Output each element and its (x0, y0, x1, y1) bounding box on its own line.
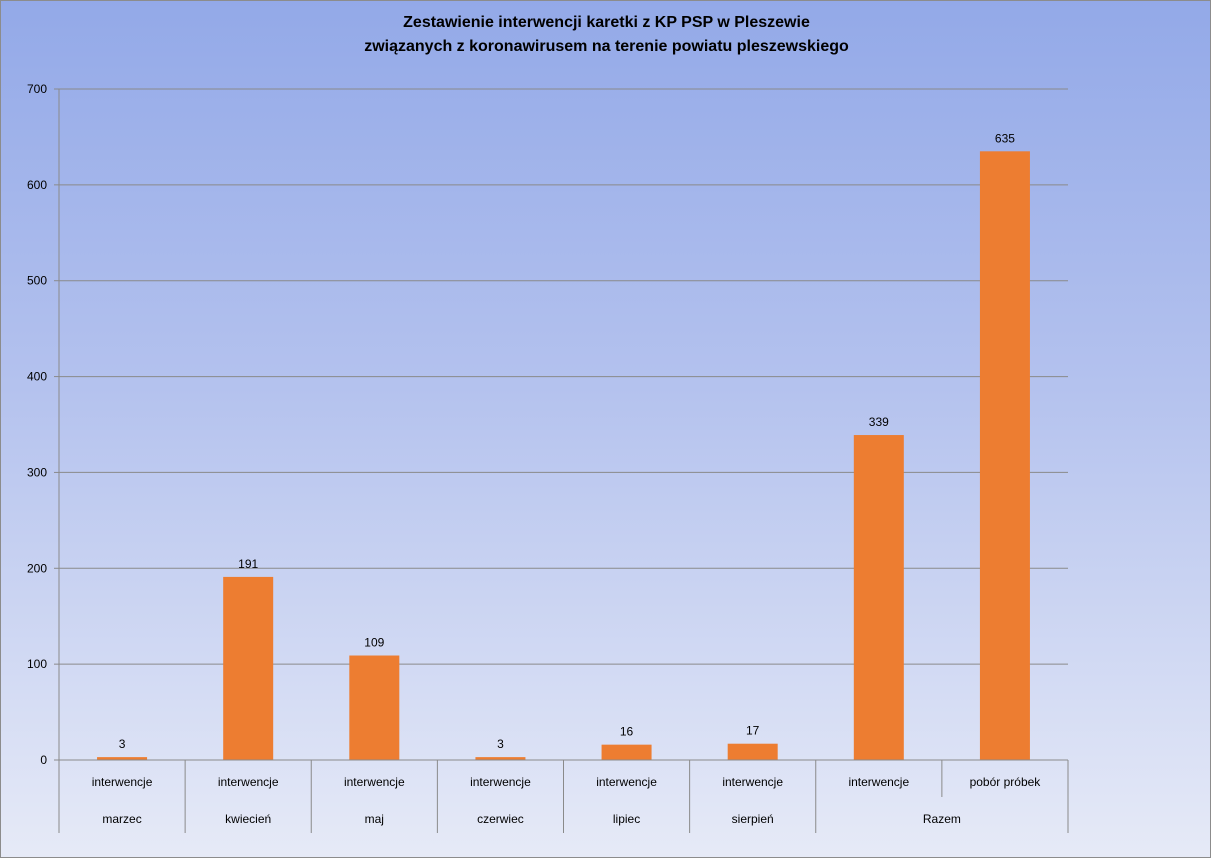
data-label: 3 (497, 737, 504, 751)
bar (727, 743, 778, 760)
chart-title-line-2: związanych z koronawirusem na terenie po… (364, 38, 849, 55)
group-label: maj (365, 812, 384, 826)
category-label: interwencje (218, 775, 279, 789)
y-tick-label: 300 (27, 465, 47, 479)
data-label: 3 (119, 737, 126, 751)
data-label: 109 (364, 636, 384, 650)
group-label: Razem (923, 812, 961, 826)
y-tick-label: 100 (27, 657, 47, 671)
category-label: interwencje (92, 775, 153, 789)
bar (97, 757, 148, 760)
group-label: lipiec (613, 812, 640, 826)
bar (601, 744, 652, 760)
y-tick-label: 500 (27, 274, 47, 288)
y-tick-label: 700 (27, 82, 47, 96)
data-label: 339 (869, 415, 889, 429)
y-tick-label: 600 (27, 178, 47, 192)
y-tick-label: 400 (27, 370, 47, 384)
category-label: interwencje (470, 775, 531, 789)
group-label: czerwiec (477, 812, 524, 826)
group-label: sierpień (732, 812, 774, 826)
y-tick-label: 0 (40, 753, 47, 767)
bar (223, 576, 274, 760)
group-label: kwiecień (225, 812, 271, 826)
data-label: 17 (746, 724, 760, 738)
data-label: 191 (238, 557, 258, 571)
data-label: 16 (620, 725, 634, 739)
data-label: 635 (995, 131, 1015, 145)
category-label: interwencje (722, 775, 783, 789)
category-label: interwencje (848, 775, 909, 789)
group-label: marzec (102, 812, 141, 826)
bar (349, 655, 400, 760)
bar (853, 435, 904, 760)
y-tick-label: 200 (27, 561, 47, 575)
bar (475, 757, 526, 760)
category-label: interwencje (344, 775, 405, 789)
bar (979, 151, 1030, 761)
category-label: pobór próbek (970, 775, 1042, 789)
category-label: interwencje (596, 775, 657, 789)
chart-title-line-1: Zestawienie interwencji karetki z KP PSP… (403, 14, 810, 31)
